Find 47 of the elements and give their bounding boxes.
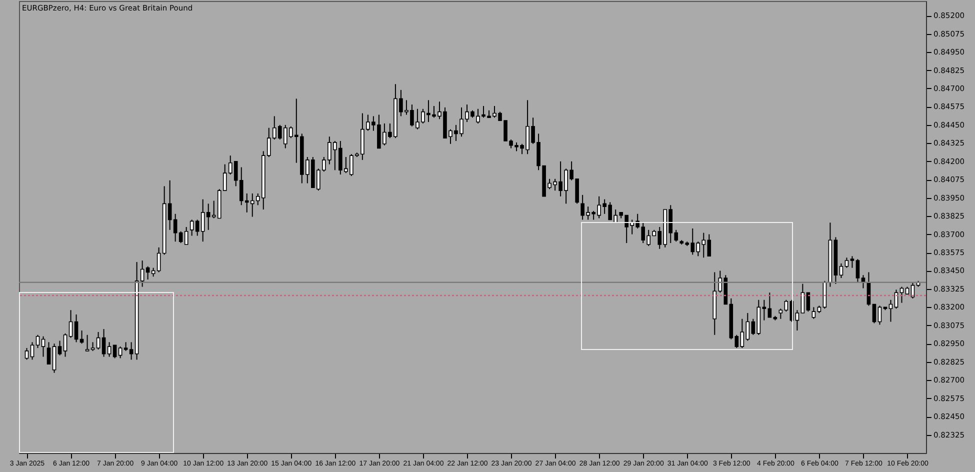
candlestick bbox=[140, 260, 144, 288]
candlestick bbox=[36, 334, 40, 349]
candlestick bbox=[112, 344, 117, 359]
candlestick bbox=[46, 342, 51, 365]
candlestick bbox=[129, 342, 134, 360]
candlestick bbox=[768, 292, 772, 318]
candlestick bbox=[63, 332, 68, 358]
candlestick bbox=[168, 180, 172, 230]
candlestick bbox=[195, 219, 200, 236]
candlestick bbox=[872, 304, 876, 324]
candlestick bbox=[156, 246, 161, 273]
candlestick bbox=[118, 346, 122, 359]
candlestick bbox=[80, 330, 84, 344]
candlestick bbox=[795, 310, 800, 332]
candlestick bbox=[850, 256, 854, 268]
candlestick bbox=[812, 306, 816, 320]
candlestick bbox=[190, 219, 194, 236]
candlestick bbox=[784, 299, 788, 312]
candlestick bbox=[102, 328, 106, 358]
candlestick bbox=[184, 226, 188, 245]
candlestick bbox=[740, 318, 744, 349]
candlestick bbox=[41, 336, 46, 358]
candlestick bbox=[96, 331, 100, 350]
candlestick bbox=[839, 262, 844, 279]
candlestick bbox=[146, 266, 150, 280]
candlestick bbox=[85, 334, 90, 352]
candlestick bbox=[751, 318, 756, 336]
candlestick bbox=[800, 283, 805, 314]
candlestick bbox=[894, 289, 898, 310]
candlestick bbox=[878, 305, 882, 326]
candlestick bbox=[30, 342, 34, 360]
candlestick bbox=[778, 308, 783, 320]
candlestick bbox=[844, 257, 849, 268]
candlestick bbox=[200, 198, 205, 242]
candlestick bbox=[58, 340, 62, 356]
candlestick bbox=[74, 314, 78, 343]
candlestick bbox=[888, 299, 893, 322]
candlestick bbox=[107, 342, 112, 358]
candlestick bbox=[900, 286, 904, 304]
candlestick bbox=[52, 343, 56, 374]
candlestick bbox=[806, 292, 810, 312]
candlestick bbox=[746, 312, 750, 342]
candlestick bbox=[24, 348, 29, 360]
candlestick bbox=[856, 258, 860, 283]
candlestick bbox=[68, 310, 73, 338]
candlestick bbox=[173, 213, 178, 242]
candlestick bbox=[178, 230, 183, 244]
